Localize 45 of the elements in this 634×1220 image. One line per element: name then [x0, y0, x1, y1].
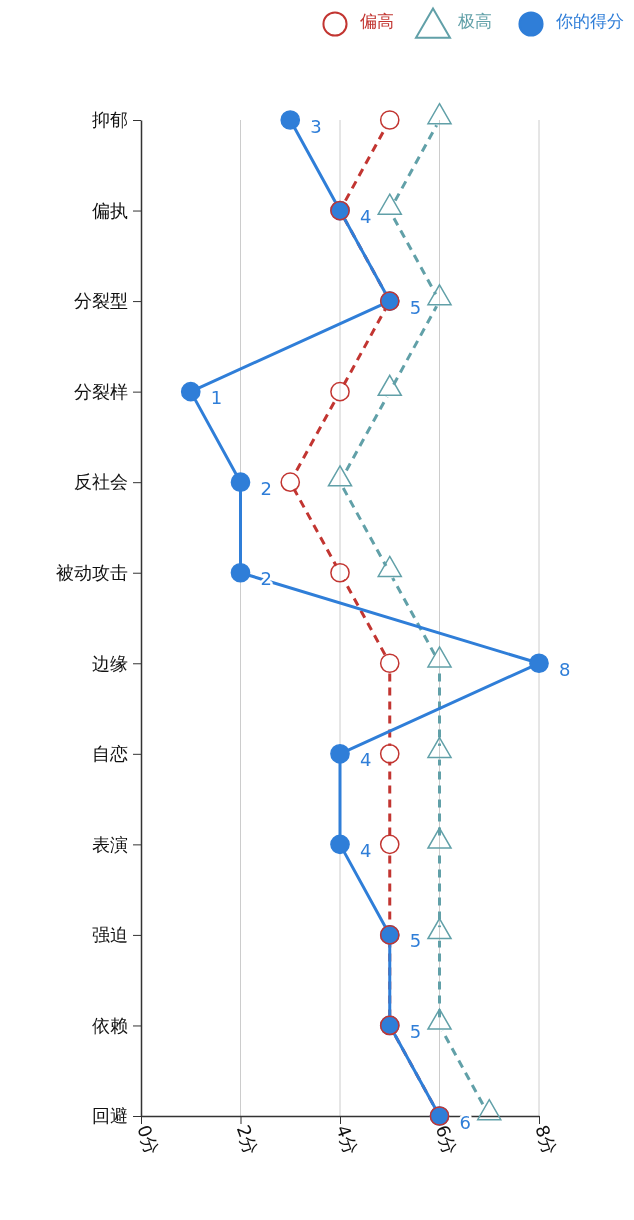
point — [280, 472, 301, 493]
point — [330, 562, 350, 583]
x-tick-label: 0分 — [133, 1122, 163, 1157]
point — [280, 110, 301, 130]
data-label: 8 — [559, 658, 571, 680]
y-tick-label: 强迫 — [92, 924, 128, 946]
y-tick-label: 自恋 — [92, 743, 128, 765]
data-label: 4 — [360, 206, 372, 228]
point — [230, 562, 251, 583]
x-tick-label: 8分 — [531, 1122, 561, 1157]
legend-label: 你的得分 — [555, 11, 624, 31]
legend-label: 偏高 — [360, 11, 394, 31]
data-label: 3 — [310, 115, 322, 137]
data-label: 5 — [409, 1020, 422, 1042]
data-label: 2 — [260, 477, 272, 499]
y-tick-label: 回避 — [92, 1105, 128, 1127]
data-label: 6 — [459, 1111, 471, 1133]
x-tick-label: 4分 — [332, 1122, 362, 1157]
data-label: 5 — [409, 930, 422, 952]
point — [379, 653, 400, 674]
point — [330, 834, 350, 855]
point — [379, 743, 400, 764]
point — [180, 381, 201, 402]
legend-label: 极高 — [457, 11, 492, 31]
point — [529, 653, 549, 674]
y-tick-label: 分裂样 — [74, 380, 128, 402]
y-tick-label: 偏执 — [92, 199, 128, 221]
data-label: 1 — [210, 387, 223, 409]
y-tick-label: 被动攻击 — [56, 561, 128, 583]
data-label: 5 — [409, 296, 422, 318]
x-tick-label: 6分 — [431, 1122, 462, 1157]
y-tick-label: 表演 — [92, 833, 128, 855]
y-tick-label: 边缘 — [92, 652, 128, 674]
point — [379, 110, 400, 130]
y-tick-label: 分裂型 — [74, 290, 128, 312]
y-tick-label: 抑郁 — [92, 109, 128, 131]
y-tick-label: 依赖 — [92, 1014, 128, 1036]
y-tick-label: 反社会 — [74, 471, 128, 493]
point — [379, 834, 400, 855]
x-tick-label: 2分 — [232, 1122, 263, 1157]
point — [330, 381, 350, 402]
point — [330, 743, 350, 764]
point — [230, 472, 251, 493]
data-label: 4 — [360, 749, 372, 771]
data-label: 4 — [360, 839, 372, 861]
